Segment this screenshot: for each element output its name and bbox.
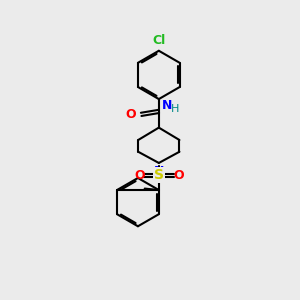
Text: N: N — [154, 165, 164, 178]
Text: Cl: Cl — [152, 34, 166, 47]
Text: N: N — [162, 99, 173, 112]
Text: O: O — [126, 108, 136, 121]
Text: O: O — [173, 169, 184, 182]
Text: O: O — [134, 169, 145, 182]
Text: H: H — [171, 104, 180, 114]
Text: S: S — [154, 168, 164, 182]
